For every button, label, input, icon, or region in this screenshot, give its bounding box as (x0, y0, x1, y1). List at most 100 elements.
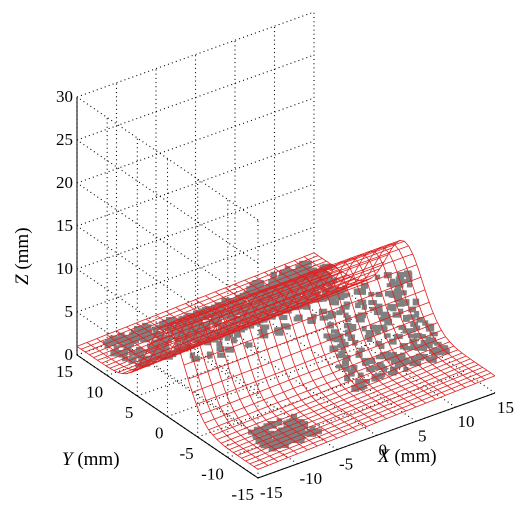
point-cloud-blob (384, 318, 392, 326)
point-cloud-blob (389, 338, 397, 345)
point-cloud-blob (414, 310, 420, 318)
y-tick-label: -15 (231, 485, 254, 504)
point-cloud-blob (373, 308, 383, 316)
point-cloud-blob (260, 324, 270, 330)
point-cloud-blob (285, 432, 294, 440)
point-cloud-blob (139, 360, 147, 366)
surface-mesh-line (155, 247, 393, 336)
point-cloud-blob (307, 316, 316, 324)
point-cloud-blob (357, 372, 364, 378)
point-cloud-blob (258, 280, 264, 287)
point-cloud-blob (392, 281, 400, 287)
point-cloud-blob (372, 324, 380, 332)
z-tick-label: 15 (56, 216, 73, 235)
point-cloud-blob (340, 305, 350, 310)
point-cloud-blob (118, 350, 128, 358)
point-cloud-blob (361, 357, 369, 365)
floor-grid-line (274, 283, 456, 408)
point-cloud-blob (406, 282, 413, 288)
point-cloud-blob (184, 335, 191, 342)
point-cloud-blob (269, 433, 276, 438)
point-cloud-blob (416, 317, 424, 323)
point-cloud-blob (256, 286, 264, 291)
point-cloud-blob (393, 334, 403, 340)
point-cloud-blob (280, 431, 289, 439)
point-cloud-blob (425, 356, 434, 361)
x-tick-label: -15 (260, 483, 283, 502)
point-cloud-blob (324, 289, 334, 297)
point-cloud-blob (412, 298, 420, 306)
point-cloud-blob (182, 326, 189, 332)
point-cloud-blob (378, 343, 385, 350)
point-cloud-blob (271, 277, 278, 283)
point-cloud-blob (372, 365, 381, 370)
point-cloud-blob (352, 340, 358, 346)
point-cloud-blob (252, 429, 258, 434)
surface-mesh-line (126, 280, 364, 375)
surface-mesh-line (89, 260, 327, 356)
point-cloud-blob (234, 331, 241, 338)
point-cloud-blob (331, 329, 340, 334)
point-cloud-blob (224, 336, 230, 341)
surface-mesh-line (208, 336, 446, 431)
x-tick-label: 5 (418, 426, 427, 445)
point-cloud-blob (226, 301, 233, 308)
point-cloud-blob (300, 421, 308, 426)
z-tick-label: 0 (65, 345, 74, 364)
point-cloud-blob (219, 305, 226, 311)
z-tick-label: 5 (65, 302, 74, 321)
point-cloud-blob (384, 290, 393, 297)
point-cloud-blob (402, 314, 410, 322)
point-cloud-blob (235, 317, 244, 322)
point-cloud-blob (152, 339, 160, 347)
point-cloud-blob (343, 301, 351, 307)
point-cloud-blob (148, 347, 156, 354)
point-cloud-blob (206, 337, 214, 343)
point-cloud-blob (106, 341, 116, 347)
point-cloud-blob (297, 298, 305, 304)
wall-grid-line (76, 140, 315, 227)
point-cloud-blob (138, 351, 145, 358)
point-cloud-blob (309, 426, 316, 432)
point-cloud-blob (375, 291, 383, 298)
point-cloud-blob (335, 364, 345, 369)
surface-mesh-line (76, 252, 315, 347)
point-cloud-blob (343, 366, 350, 372)
point-cloud-blob (359, 384, 367, 389)
point-cloud-blob (390, 357, 400, 365)
point-cloud-blob (250, 317, 256, 324)
point-cloud-blob (231, 336, 237, 344)
point-cloud-blob (152, 326, 159, 333)
point-cloud-blob (202, 322, 211, 329)
point-cloud-blob (161, 337, 168, 345)
point-cloud-blob (225, 346, 234, 353)
point-cloud-blob (375, 355, 384, 360)
point-cloud-blob (128, 357, 136, 364)
surface-mesh-line (229, 355, 467, 450)
point-cloud-blob (258, 329, 268, 335)
point-cloud-blob (134, 352, 140, 359)
point-cloud-blob (381, 365, 388, 373)
point-cloud-blob (189, 352, 196, 359)
surface-mesh-line (204, 330, 442, 424)
point-cloud-blob (156, 344, 165, 350)
point-cloud-blob (431, 353, 438, 359)
point-cloud-blob (252, 280, 260, 286)
point-cloud-blob (153, 332, 160, 339)
point-cloud-blob (334, 287, 342, 293)
x-tick-label: 0 (379, 441, 388, 460)
wall-grid-line (76, 96, 259, 221)
point-cloud-blob (397, 355, 403, 362)
point-cloud-blob (179, 328, 186, 336)
point-cloud-blob (337, 293, 345, 301)
point-cloud-blob (374, 328, 381, 335)
point-cloud-blob (274, 438, 284, 443)
point-cloud-blob (328, 311, 337, 319)
point-cloud-blob (236, 298, 242, 304)
x-tick-label: -5 (339, 455, 353, 474)
point-cloud-blob (362, 361, 370, 366)
point-cloud-blob (369, 324, 377, 330)
point-cloud-blob (374, 274, 381, 280)
surface-mesh-line (224, 352, 463, 447)
surface-mesh-line (241, 364, 479, 459)
